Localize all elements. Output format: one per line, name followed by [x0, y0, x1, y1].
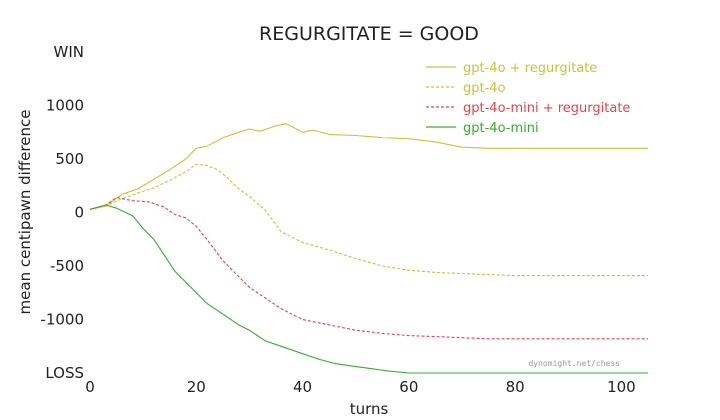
x-tick-label: 20: [187, 378, 206, 396]
y-axis-label: mean centipawn difference: [16, 110, 34, 315]
x-axis-label: turns: [350, 400, 389, 418]
legend: gpt-4o + regurgitate gpt-4o gpt-4o-mini + …: [426, 61, 630, 136]
series-line-3: [89, 196, 648, 340]
y-tick-label: -1000: [40, 311, 84, 329]
y-tick-label: -500: [50, 257, 84, 275]
chart-title: REGURGITATE = GOOD: [259, 23, 479, 45]
x-tick-label: 100: [607, 378, 636, 396]
y-tick-label: LOSS: [45, 364, 84, 382]
y-tick-label: 500: [55, 150, 84, 168]
y-tick-label: 1000: [46, 97, 84, 115]
series-line-4: [89, 204, 648, 374]
y-axis-ticks: WIN 1000 500 0 -500 -1000 LOSS: [40, 43, 84, 382]
legend-label-2: gpt-4o: [463, 81, 506, 96]
y-tick-label: 0: [74, 204, 84, 222]
x-tick-label: 80: [506, 378, 525, 396]
legend-label-4: gpt-4o-mini: [463, 121, 539, 136]
series-lines: [89, 123, 648, 374]
x-tick-label: 40: [293, 378, 312, 396]
series-line-1: [89, 123, 648, 210]
x-tick-label: 0: [85, 378, 95, 396]
x-axis-ticks: 0 20 40 60 80 100: [85, 378, 636, 396]
series-line-2: [89, 163, 648, 277]
watermark-annotation: dynomight.net/chess: [528, 359, 620, 368]
legend-label-1: gpt-4o + regurgitate: [463, 61, 597, 76]
x-tick-label: 60: [399, 378, 418, 396]
y-tick-label: WIN: [54, 43, 84, 61]
legend-label-3: gpt-4o-mini + regurgitate: [463, 101, 630, 116]
